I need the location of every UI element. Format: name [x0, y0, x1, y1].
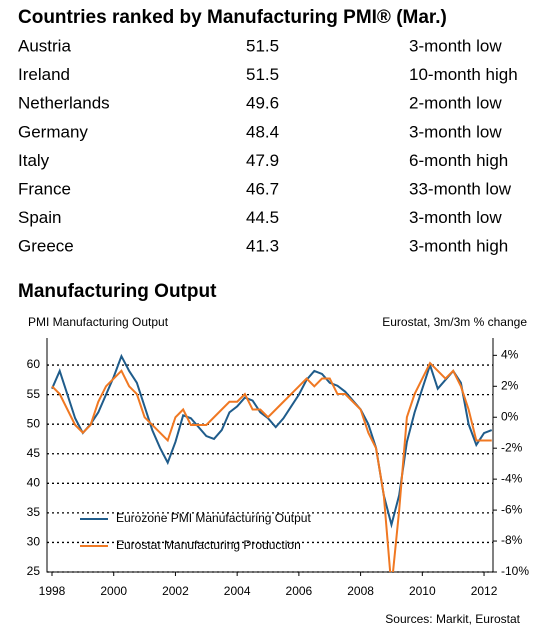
series-line — [51, 353, 493, 529]
y-tick-label: 25 — [27, 564, 41, 578]
x-tick-label: 2012 — [471, 584, 498, 598]
y-axis-label: PMI Manufacturing Output — [28, 315, 169, 329]
country: Netherlands — [18, 94, 110, 113]
country: Germany — [18, 122, 88, 141]
note: 3-month high — [409, 237, 508, 256]
note: 2-month low — [409, 94, 502, 113]
y2-tick-label: 4% — [501, 348, 519, 362]
pmi-value: 48.4 — [246, 122, 279, 141]
y-tick-label: 50 — [27, 416, 41, 430]
note: 33-month low — [409, 179, 512, 198]
table: Austria 51.5 3-month low Ireland 51.5 10-mont… — [18, 36, 518, 255]
series-line — [51, 361, 492, 572]
source: Sources: Markit, Eurostat — [385, 612, 520, 626]
y-tick-label: 30 — [27, 535, 41, 549]
y2-tick-label: 0% — [501, 409, 519, 423]
pmi-value: 44.5 — [246, 208, 279, 227]
x-tick-label: 2000 — [100, 584, 127, 598]
y2-tick-label: -2% — [501, 440, 523, 454]
country: Austria — [18, 36, 71, 55]
pmi-value: 41.3 — [246, 237, 279, 256]
country: Italy — [18, 151, 50, 170]
country: Ireland — [18, 65, 70, 84]
y2-tick-label: -10% — [501, 564, 529, 578]
note: 6-month high — [409, 151, 508, 170]
y2-tick-label: -8% — [501, 533, 523, 547]
table-title: Countries ranked by Manufacturing PMI® (… — [18, 7, 447, 28]
country: Spain — [18, 208, 61, 227]
y2-tick-label: 2% — [501, 378, 519, 392]
pmi-value: 51.5 — [246, 65, 279, 84]
y-tick-label: 55 — [27, 387, 41, 401]
axis-frame — [46, 338, 494, 573]
x-tick-label: 2010 — [409, 584, 436, 598]
pmi-value: 46.7 — [246, 179, 279, 198]
y-tick-label: 60 — [27, 357, 41, 371]
chart-title: Manufacturing Output — [18, 281, 217, 302]
y2-axis-label: Eurostat, 3m/3m % change — [382, 315, 527, 329]
pmi-value: 51.5 — [246, 36, 279, 55]
x-tick-label: 1998 — [39, 584, 66, 598]
legend-label: Eurostat Manufacturing Production — [116, 538, 301, 552]
pmi-value: 47.9 — [246, 151, 279, 170]
note: 10-month high — [409, 65, 518, 84]
y-tick-label: 40 — [27, 475, 41, 489]
y2-tick-label: -6% — [501, 502, 523, 516]
y2-tick-label: -4% — [501, 471, 523, 485]
note: 3-month low — [409, 208, 502, 227]
x-tick-label: 2006 — [286, 584, 313, 598]
legend-label: Eurozone PMI Manufacturing Output — [116, 511, 311, 525]
country: Greece — [18, 237, 74, 256]
y-tick-label: 45 — [27, 446, 41, 460]
note: 3-month low — [409, 36, 502, 55]
x-tick-label: 2004 — [224, 584, 251, 598]
x-tick-label: 2002 — [162, 584, 189, 598]
x-tick-label: 2008 — [347, 584, 374, 598]
pmi-value: 49.6 — [246, 94, 279, 113]
y-tick-label: 35 — [27, 505, 41, 519]
plot: 25 30 35 40 45 50 55 60 -10% -8% -6% -4% -2% 0% 2% 4% 19… — [27, 338, 529, 598]
country: France — [18, 179, 71, 198]
note: 3-month low — [409, 122, 502, 141]
